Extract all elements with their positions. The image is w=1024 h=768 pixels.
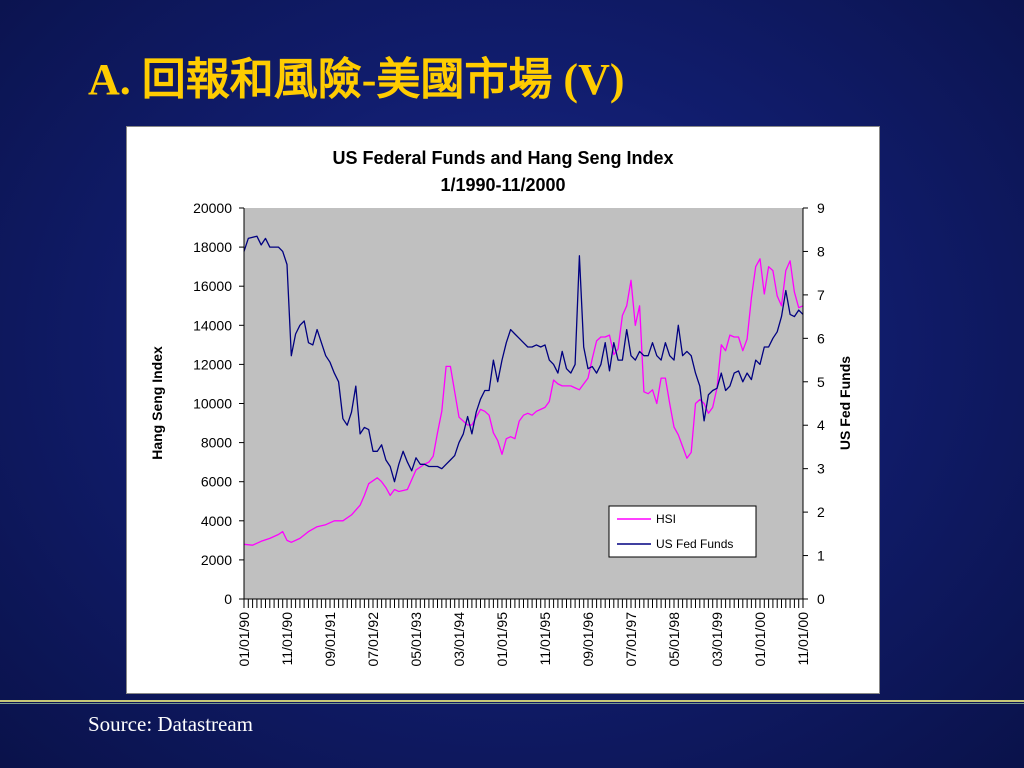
footer-divider-secondary — [0, 703, 1024, 704]
legend: HSI US Fed Funds — [608, 505, 757, 558]
chart-subtitle: 1/1990-11/2000 — [440, 175, 565, 195]
x-tick-label: 05/01/98 — [666, 612, 682, 667]
y-tick-label-right: 0 — [817, 591, 825, 607]
slide-title: A. 回報和風險-美國市場 (V) — [88, 55, 625, 104]
source-note: Source: Datastream — [88, 712, 254, 736]
y-tick-label-left: 14000 — [193, 317, 232, 333]
y-tick-label-left: 8000 — [201, 435, 232, 451]
y-tick-label-left: 6000 — [201, 474, 232, 490]
y-tick-label-left: 4000 — [201, 513, 232, 529]
chart-svg: US Federal Funds and Hang Seng Index 1/1… — [149, 148, 853, 667]
legend-box — [608, 505, 757, 558]
x-tick-label: 07/01/97 — [623, 612, 639, 667]
series-line-hsi — [243, 258, 804, 546]
x-tick-label: 03/01/94 — [451, 612, 467, 667]
x-tick-label: 01/01/90 — [236, 612, 252, 667]
y-tick-label-left: 20000 — [193, 200, 232, 216]
y-tick-label-left: 12000 — [193, 356, 232, 372]
x-tick-label: 11/01/00 — [795, 612, 811, 666]
y-tick-label-right: 3 — [817, 461, 825, 477]
y-tick-label-left: 16000 — [193, 278, 232, 294]
chart-panel: US Federal Funds and Hang Seng Index 1/1… — [126, 126, 880, 694]
legend-label-hsi: HSI — [656, 512, 676, 526]
y-tick-label-right: 9 — [817, 200, 825, 216]
footer-divider — [0, 700, 1024, 702]
legend-label-fed-funds: US Fed Funds — [656, 537, 733, 551]
x-tick-label: 03/01/99 — [709, 612, 725, 667]
x-tick-label: 09/01/96 — [580, 612, 596, 667]
y-axis-label-right: US Fed Funds — [837, 356, 853, 450]
x-tick-label: 05/01/93 — [408, 612, 424, 667]
y-tick-label-right: 6 — [817, 330, 825, 346]
series-line-fed-funds — [243, 235, 804, 483]
y-tick-label-right: 7 — [817, 287, 825, 303]
chart-title: US Federal Funds and Hang Seng Index — [332, 148, 673, 168]
y-tick-label-right: 4 — [817, 417, 825, 433]
x-tick-label: 11/01/95 — [537, 612, 553, 666]
x-tick-label: 01/01/00 — [752, 612, 768, 667]
y-tick-label-right: 1 — [817, 548, 825, 564]
y-tick-label-left: 10000 — [193, 396, 232, 412]
y-tick-label-right: 8 — [817, 243, 825, 259]
x-tick-label: 01/01/95 — [494, 612, 510, 667]
y-tick-label-left: 0 — [224, 591, 232, 607]
y-axis-label-left: Hang Seng Index — [149, 346, 165, 460]
y-tick-label-left: 18000 — [193, 239, 232, 255]
y-tick-label-right: 5 — [817, 374, 825, 390]
y-tick-label-right: 2 — [817, 504, 825, 520]
x-tick-label: 11/01/90 — [279, 612, 295, 666]
x-tick-label: 09/01/91 — [322, 612, 338, 667]
x-tick-label: 07/01/92 — [365, 612, 381, 667]
y-tick-label-left: 2000 — [201, 552, 232, 568]
